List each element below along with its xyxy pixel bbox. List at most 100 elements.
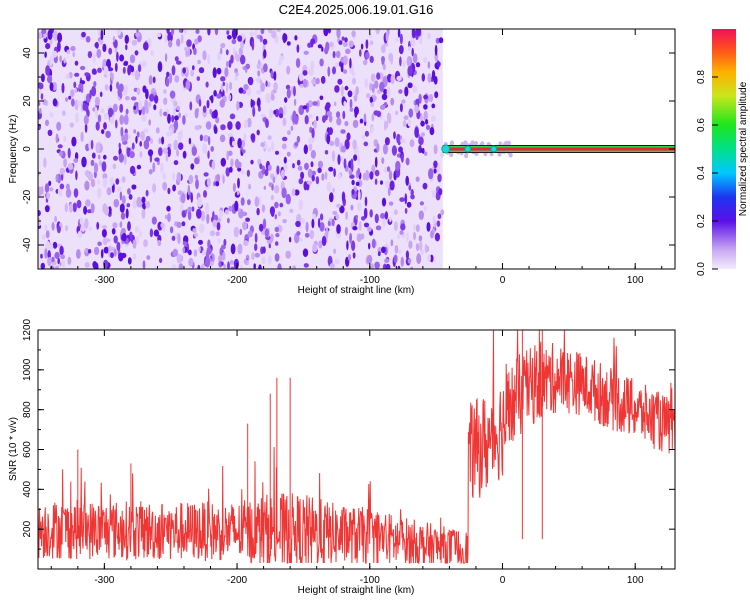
heatmap-noise-cell [304,162,309,171]
heatmap-noise-cell [169,226,174,234]
heatmap-noise-cell [103,154,107,160]
heatmap-noise-cell [213,181,216,187]
heatmap-noise-cell [101,129,105,135]
heatmap-noise-cell [122,66,126,74]
heatmap-noise-cell [176,38,181,47]
heatmap-noise-cell [49,82,54,92]
heatmap-noise-cell [113,155,118,161]
heatmap-noise-cell [61,259,66,268]
heatmap-noise-cell [131,39,138,46]
heatmap-noise-cell [321,235,327,247]
heatmap-noise-cell [67,163,74,170]
heatmap-noise-cell [197,264,201,269]
heatmap-noise-cell [337,78,343,85]
heatmap-noise-cell [48,180,52,186]
heatmap-noise-cell [93,81,97,88]
heatmap-noise-cell [394,221,398,232]
heatmap-noise-cell [125,208,129,219]
heatmap-noise-cell [256,63,261,70]
heatmap-noise-cell [177,190,183,196]
heatmap-noise-cell [336,29,341,39]
heatmap-noise-cell [164,33,168,44]
heatmap-noise-cell [99,39,104,45]
heatmap-noise-cell [399,103,403,113]
heatmap-noise-cell [270,94,275,101]
heatmap-noise-cell [234,200,239,212]
heatmap-noise-cell [270,70,274,78]
heatmap-noise-cell [103,122,107,130]
heatmap-noise-cell [298,199,303,211]
heatmap-noise-cell [57,187,63,197]
heatmap-noise-cell [307,168,313,178]
heatmap-noise-cell [204,256,211,268]
heatmap-noise-cell [192,65,195,71]
heatmap-noise-cell [436,220,441,227]
heatmap-noise-cell [281,187,287,199]
heatmap-noise-cell [250,133,256,141]
heatmap-noise-cell [198,246,201,252]
heatmap-noise-cell [79,217,84,225]
heatmap-noise-cell [210,146,214,152]
heatmap-noise-cell [414,126,419,138]
heatmap-noise-cell [343,100,347,107]
heatmap-noise-cell [237,161,242,169]
heatmap-noise-cell [250,159,254,165]
colorbar-gradient [712,29,736,269]
heatmap-noise-cell [235,71,239,77]
heatmap-noise-cell [375,225,382,231]
heatmap-noise-cell [59,55,62,63]
heatmap-noise-cell [127,221,131,232]
heatmap-noise-cell [63,57,66,64]
heatmap-noise-cell [334,137,340,148]
heatmap-noise-cell [152,76,156,84]
heatmap-noise-cell [413,223,416,231]
heatmap-noise-cell [153,94,159,104]
heatmap-noise-cell [342,110,346,120]
heatmap-noise-cell [220,84,224,93]
heatmap-noise-cell [404,193,408,205]
heatmap-noise-cell [176,60,182,65]
heatmap-noise-cell [369,82,373,91]
heatmap-noise-cell [230,266,236,269]
heatmap-signal-halo [449,152,454,158]
heatmap-noise-cell [332,51,336,59]
heatmap-noise-cell [267,255,272,265]
heatmap-noise-cell [385,263,391,269]
heatmap-noise-cell [67,256,72,265]
heatmap-noise-cell [323,29,329,37]
heatmap-noise-cell [132,199,138,209]
heatmap-noise-cell [419,115,424,122]
heatmap-noise-cell [400,256,405,267]
heatmap-noise-cell [363,207,368,219]
heatmap-noise-cell [84,72,90,77]
heatmap-noise-cell [43,157,47,168]
heatmap-noise-cell [102,173,108,180]
heatmap-noise-cell [398,45,404,55]
heatmap-noise-cell [291,188,296,197]
heatmap-noise-cell [216,67,222,75]
heatmap-noise-cell [410,189,414,196]
heatmap-noise-cell [408,185,412,191]
heatmap-noise-cell [219,99,225,108]
heatmap-noise-cell [73,158,79,164]
heatmap-noise-cell [247,230,253,238]
heatmap-noise-cell [231,38,237,45]
heatmap-noise-cell [145,189,149,197]
heatmap-noise-cell [127,65,131,76]
heatmap-noise-cell [198,239,203,245]
heatmap-noise-cell [94,246,100,256]
x-tick-label: 100 [627,575,644,586]
heatmap-noise-cell [280,169,285,179]
heatmap-noise-cell [254,252,260,258]
heatmap-noise-cell [59,245,64,256]
colorbar-tick-label: 0.4 [696,166,707,180]
heatmap-noise-cell [75,170,78,181]
heatmap-noise-cell [103,112,108,121]
heatmap-noise-cell [333,168,336,178]
heatmap-noise-cell [433,144,438,155]
heatmap-noise-cell [390,97,395,106]
x-tick-label: -100 [360,275,380,286]
heatmap-noise-cell [395,168,401,178]
heatmap-noise-cell [406,56,411,67]
heatmap-noise-cell [182,67,187,74]
